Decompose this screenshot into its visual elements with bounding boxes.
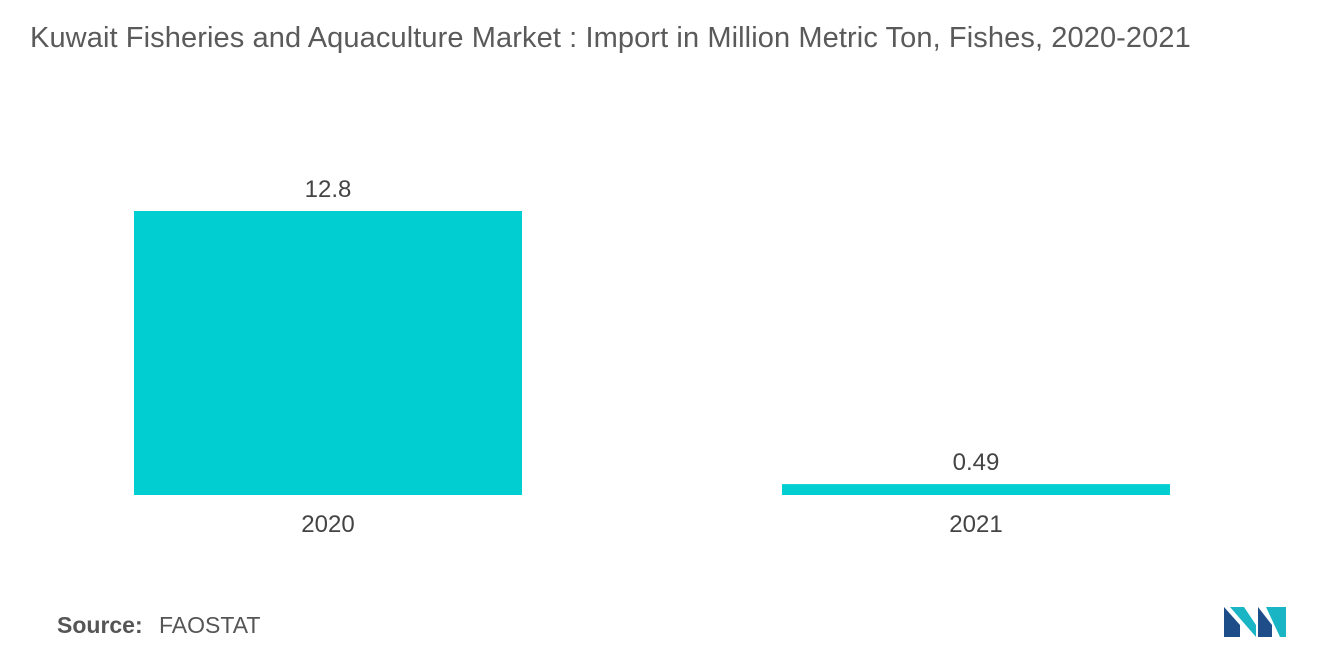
data-label-2020: 12.8 <box>305 176 352 203</box>
chart-title: Kuwait Fisheries and Aquaculture Market … <box>30 22 1191 54</box>
mordor-intelligence-logo-icon <box>1222 603 1288 644</box>
x-tick-label-2021: 2021 <box>949 511 1002 538</box>
source-line: Source: FAOSTAT <box>57 612 260 639</box>
x-tick-label-2020: 2020 <box>301 511 354 538</box>
bar-2021 <box>782 484 1170 495</box>
source-value: FAOSTAT <box>159 612 261 638</box>
bar-2020 <box>134 211 522 495</box>
source-label: Source: <box>57 612 143 638</box>
data-label-2021: 0.49 <box>953 449 1000 476</box>
